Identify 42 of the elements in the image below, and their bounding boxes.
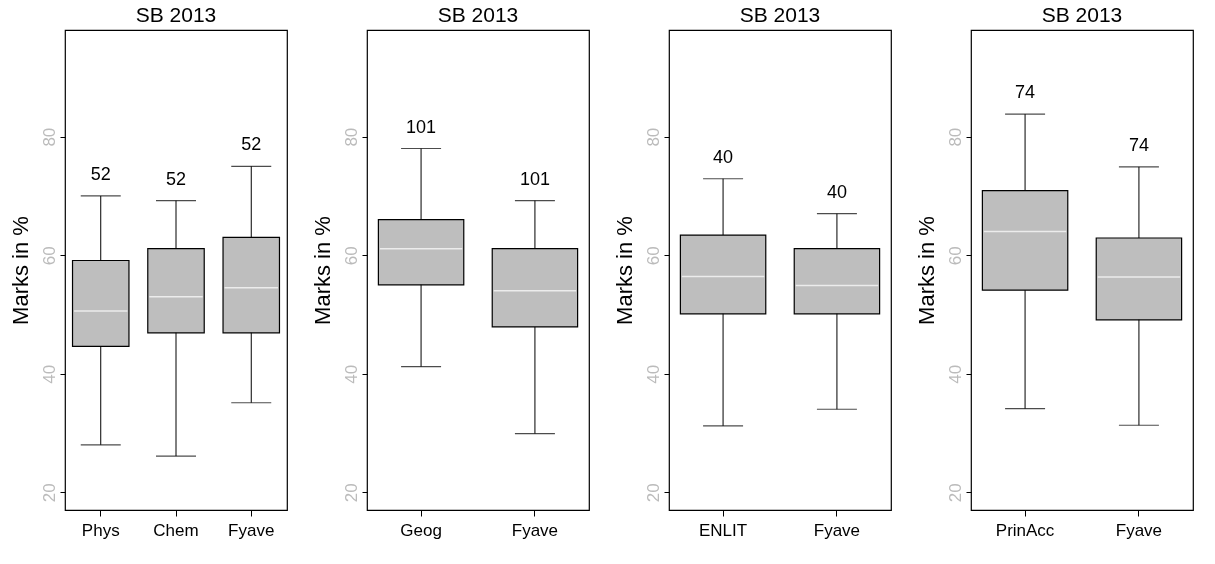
y-tick-label: 60 (39, 246, 59, 266)
x-tick-label: Fyave (511, 520, 559, 540)
annotation: 101 (406, 116, 437, 137)
annotation: 52 (165, 168, 187, 189)
y-axis-title: Marks in % (611, 216, 637, 325)
x-tick-label: Geog (400, 520, 442, 540)
y-tick-label: 40 (39, 364, 59, 384)
chart-title: SB 2013 (739, 3, 821, 26)
x-tick-label: Phys (81, 520, 120, 540)
y-tick-label: 40 (643, 364, 663, 384)
annotation: 52 (90, 163, 111, 184)
annotation: 52 (241, 134, 262, 155)
y-tick-label: 60 (341, 246, 361, 266)
annotation: 74 (1015, 82, 1036, 103)
annotation: 101 (519, 168, 550, 189)
y-tick-label: 80 (945, 127, 965, 147)
y-tick-label: 20 (39, 483, 59, 503)
y-tick-label: 40 (945, 364, 965, 384)
x-tick-label: Fyave (1115, 520, 1163, 540)
y-tick-label: 80 (643, 127, 663, 147)
y-tick-label: 80 (39, 127, 59, 147)
annotation: 40 (713, 146, 734, 167)
x-tick-label: Chem (153, 520, 199, 540)
x-tick-label: Fyave (228, 520, 275, 540)
y-tick-label: 20 (643, 483, 663, 503)
y-tick-label: 80 (341, 127, 361, 147)
x-tick-label: ENLIT (698, 520, 748, 540)
x-tick-label: PrinAcc (995, 520, 1055, 540)
annotation: 74 (1128, 134, 1149, 155)
x-tick-label: Fyave (813, 520, 861, 540)
annotation: 40 (826, 181, 847, 202)
chart-title: SB 2013 (135, 3, 217, 26)
chart-title: SB 2013 (437, 3, 519, 26)
y-axis-title: Marks in % (913, 216, 939, 325)
y-tick-label: 40 (341, 364, 361, 384)
y-tick-label: 60 (643, 246, 663, 266)
y-axis-title: Marks in % (7, 216, 33, 325)
chart-title: SB 2013 (1041, 3, 1123, 26)
y-tick-label: 60 (945, 246, 965, 266)
y-tick-label: 20 (341, 483, 361, 503)
y-tick-label: 20 (945, 483, 965, 503)
y-axis-title: Marks in % (309, 216, 335, 325)
